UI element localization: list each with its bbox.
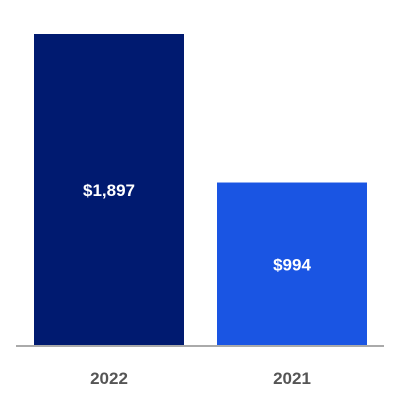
- x-tick-labels: 2022 2021: [90, 369, 311, 388]
- bars-group: $1,897 $994: [34, 34, 367, 346]
- x-tick-label-2021: 2021: [273, 369, 311, 388]
- data-label-2022: $1,897: [83, 181, 135, 200]
- data-label-2021: $994: [273, 255, 311, 274]
- bar-2022: [34, 34, 184, 346]
- x-tick-label-2022: 2022: [90, 369, 128, 388]
- bar-2021: [217, 182, 367, 346]
